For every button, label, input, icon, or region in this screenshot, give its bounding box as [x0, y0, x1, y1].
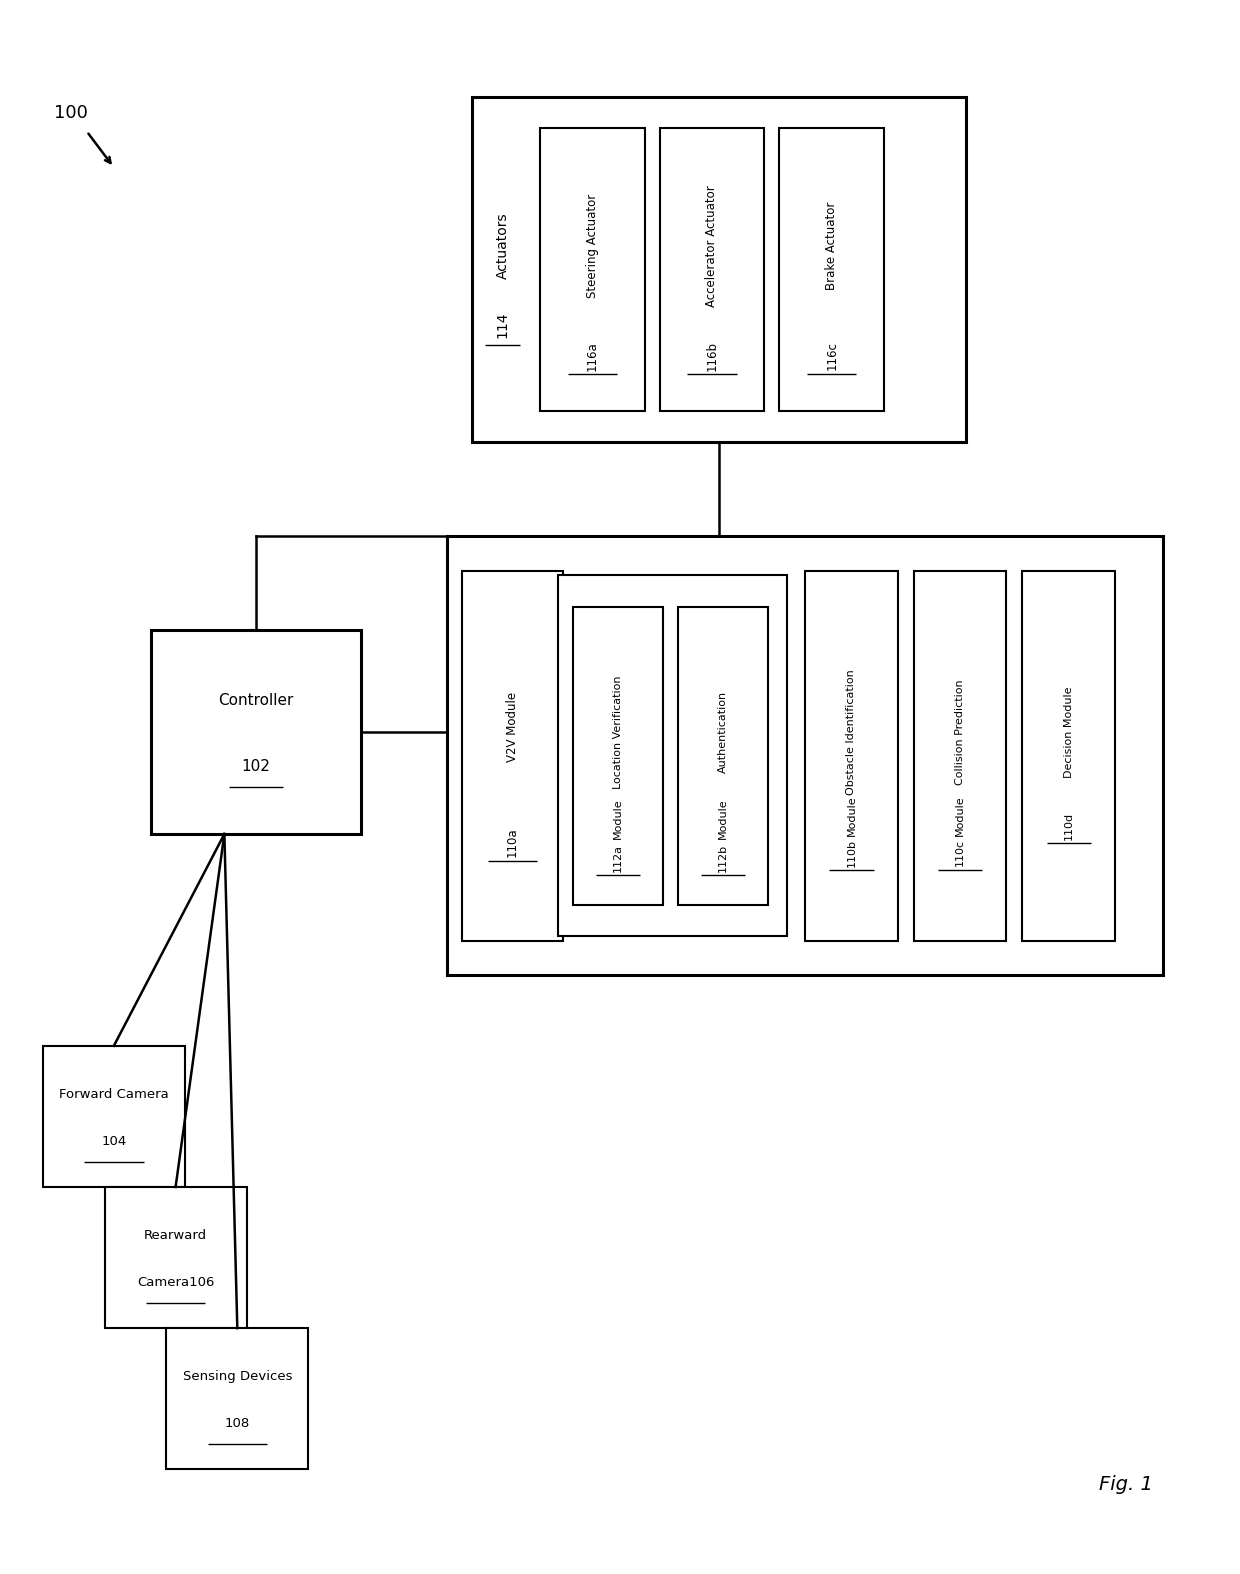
Text: 110b: 110b — [847, 839, 857, 867]
Text: V2V Module: V2V Module — [506, 693, 520, 762]
Bar — [463, 570, 563, 941]
Text: Actuators: Actuators — [496, 212, 510, 279]
Text: Camera106: Camera106 — [136, 1277, 215, 1289]
Bar — [660, 127, 764, 411]
Text: Accelerator Actuator: Accelerator Actuator — [706, 186, 718, 307]
Text: 100: 100 — [53, 104, 88, 121]
Text: Module: Module — [613, 798, 624, 839]
Text: Controller: Controller — [218, 693, 294, 708]
Bar — [448, 537, 1163, 976]
Text: 114: 114 — [496, 312, 510, 337]
Text: Brake Actuator: Brake Actuator — [825, 201, 838, 290]
Bar — [472, 98, 966, 442]
Text: Forward Camera: Forward Camera — [60, 1088, 169, 1100]
Bar — [151, 630, 361, 834]
Text: Module: Module — [955, 795, 965, 836]
Text: 116c: 116c — [825, 342, 838, 370]
Bar — [1023, 570, 1115, 941]
Bar — [573, 606, 663, 905]
Bar — [678, 606, 768, 905]
Text: Fig. 1: Fig. 1 — [1099, 1475, 1153, 1494]
Bar — [805, 570, 898, 941]
Text: Rearward: Rearward — [144, 1229, 207, 1242]
Text: Location Verification: Location Verification — [613, 675, 624, 789]
Bar — [558, 575, 786, 937]
Text: 102: 102 — [242, 759, 270, 774]
Text: 116a: 116a — [585, 342, 599, 370]
Bar — [166, 1328, 309, 1469]
Text: 112a: 112a — [613, 844, 624, 872]
Text: 112b: 112b — [718, 844, 728, 872]
Text: 110d: 110d — [1064, 812, 1074, 841]
Bar — [539, 127, 645, 411]
Text: Module: Module — [847, 795, 857, 836]
Bar — [914, 570, 1007, 941]
Text: Obstacle Identification: Obstacle Identification — [847, 669, 857, 795]
Text: 104: 104 — [102, 1135, 126, 1147]
Text: 110c: 110c — [955, 839, 965, 866]
Bar — [104, 1187, 247, 1328]
Text: Sensing Devices: Sensing Devices — [182, 1371, 293, 1384]
Text: Module: Module — [718, 798, 728, 839]
Text: Authentication: Authentication — [718, 691, 728, 773]
Text: 116b: 116b — [706, 340, 718, 371]
Bar — [43, 1045, 185, 1187]
Text: Steering Actuator: Steering Actuator — [585, 194, 599, 297]
Text: 108: 108 — [224, 1417, 250, 1431]
Text: Decision Module: Decision Module — [1064, 686, 1074, 778]
Text: 110a: 110a — [506, 826, 520, 856]
Bar — [779, 127, 884, 411]
Text: Collision Prediction: Collision Prediction — [955, 680, 965, 785]
